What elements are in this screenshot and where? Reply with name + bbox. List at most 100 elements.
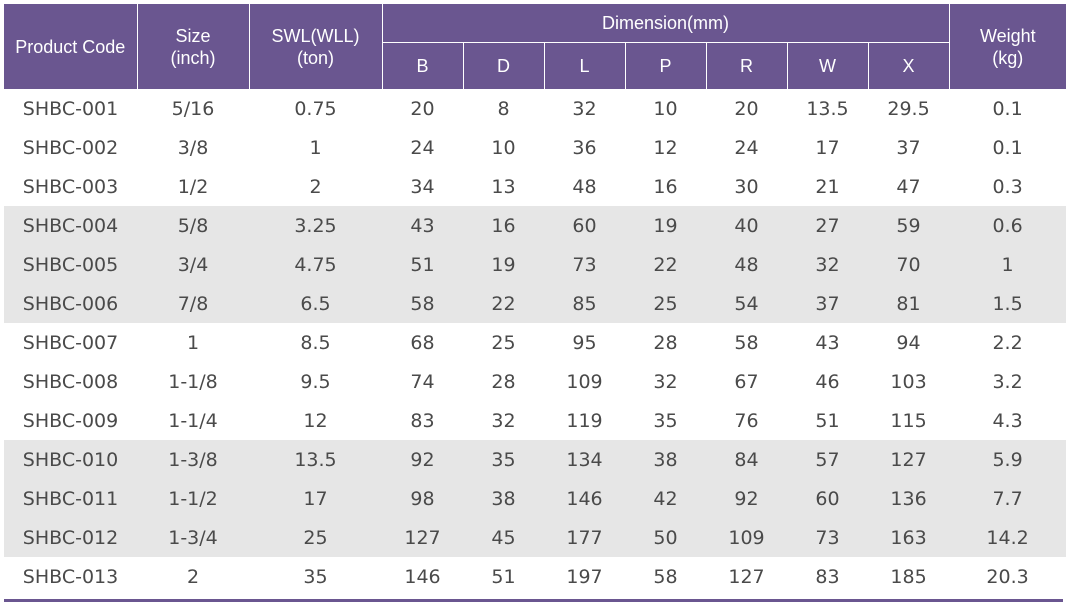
cell-dim-l: 95 — [572, 331, 597, 354]
cell-size: 2 — [186, 565, 200, 588]
table-header: Product Code Size (inch) SWL(WLL) (ton) … — [4, 4, 1066, 89]
cell-product-code: SHBC-002 — [22, 136, 119, 159]
cell-dim-x: 59 — [868, 206, 950, 245]
product-spec-table: Product Code Size (inch) SWL(WLL) (ton) … — [4, 4, 1066, 596]
cell-dim-d: 22 — [463, 284, 544, 323]
cell-dim-d: 38 — [463, 479, 544, 518]
cell-dim-w: 37 — [787, 284, 868, 323]
cell-dim-b: 74 — [410, 370, 435, 393]
cell-dim-p: 35 — [653, 409, 678, 432]
cell-dim-d: 16 — [463, 206, 544, 245]
cell-dim-l: 134 — [544, 440, 625, 479]
header-dim-w: W — [786, 42, 869, 89]
cell-weight: 0.1 — [992, 97, 1023, 120]
cell-dim-p: 19 — [625, 206, 706, 245]
cell-dim-p: 50 — [625, 518, 706, 557]
cell-swl: 25 — [249, 518, 382, 557]
table-row: SHBC-002 3/8 1 24 10 36 12 24 17 37 0.1 — [4, 128, 1066, 167]
cell-dim-p: 58 — [653, 565, 678, 588]
table-row: SHBC-009 1-1/4 12 83 32 119 35 76 51 115 4.3 — [4, 401, 1066, 440]
table-row: SHBC-003 1/2 2 34 13 48 16 30 21 47 0.3 — [4, 167, 1066, 206]
cell-dim-b: 43 — [382, 206, 463, 245]
cell-dim-w: 32 — [787, 245, 868, 284]
cell-dim-p: 32 — [653, 370, 678, 393]
cell-swl: 1 — [309, 136, 322, 159]
product-spec-table-container: Product Code Size (inch) SWL(WLL) (ton) … — [4, 4, 1066, 596]
cell-dim-x: 185 — [890, 565, 927, 588]
cell-dim-p: 38 — [625, 440, 706, 479]
cell-swl: 3.25 — [249, 206, 382, 245]
header-swl: SWL(WLL) (ton) — [248, 4, 383, 89]
cell-dim-w: 57 — [787, 440, 868, 479]
cell-product-code: SHBC-003 — [22, 175, 119, 198]
cell-dim-w: 43 — [815, 331, 840, 354]
cell-product-code: SHBC-005 — [4, 245, 137, 284]
header-product-code: Product Code — [4, 4, 138, 89]
cell-dim-p: 16 — [653, 175, 678, 198]
cell-dim-d: 45 — [463, 518, 544, 557]
cell-dim-l: 36 — [572, 136, 597, 159]
cell-product-code: SHBC-010 — [4, 440, 137, 479]
cell-weight: 0.3 — [992, 175, 1023, 198]
cell-weight: 0.1 — [992, 136, 1023, 159]
cell-dim-b: 92 — [382, 440, 463, 479]
cell-product-code: SHBC-009 — [22, 409, 119, 432]
cell-weight: 5.9 — [949, 440, 1066, 479]
cell-dim-b: 83 — [410, 409, 435, 432]
header-swl-unit: (ton) — [296, 47, 334, 68]
header-weight: Weight (kg) — [948, 4, 1066, 89]
cell-swl: 0.75 — [294, 97, 337, 120]
cell-dim-w: 73 — [787, 518, 868, 557]
cell-dim-d: 51 — [491, 565, 516, 588]
cell-dim-x: 127 — [868, 440, 950, 479]
cell-dim-r: 54 — [706, 284, 787, 323]
cell-dim-r: 58 — [734, 331, 759, 354]
cell-size: 1-1/2 — [137, 479, 249, 518]
cell-dim-r: 67 — [734, 370, 759, 393]
cell-dim-p: 10 — [653, 97, 678, 120]
cell-dim-b: 68 — [410, 331, 435, 354]
cell-weight: 3.2 — [992, 370, 1023, 393]
cell-dim-r: 24 — [734, 136, 759, 159]
cell-size: 1-1/4 — [168, 409, 218, 432]
cell-dim-l: 48 — [572, 175, 597, 198]
cell-swl: 12 — [303, 409, 328, 432]
cell-weight: 14.2 — [949, 518, 1066, 557]
cell-dim-d: 13 — [491, 175, 516, 198]
cell-dim-b: 24 — [410, 136, 435, 159]
cell-dim-l: 119 — [566, 409, 603, 432]
cell-dim-d: 28 — [491, 370, 516, 393]
table-row: SHBC-008 1-1/8 9.5 74 28 109 32 67 46 103 3.2 — [4, 362, 1066, 401]
cell-dim-w: 51 — [815, 409, 840, 432]
cell-dim-r: 40 — [706, 206, 787, 245]
cell-dim-r: 109 — [706, 518, 787, 557]
cell-dim-d: 32 — [491, 409, 516, 432]
cell-product-code: SHBC-006 — [4, 284, 137, 323]
cell-size: 1-3/4 — [137, 518, 249, 557]
cell-dim-w: 13.5 — [806, 97, 849, 120]
cell-size: 1 — [186, 331, 200, 354]
cell-swl: 35 — [303, 565, 328, 588]
cell-product-code: SHBC-001 — [22, 97, 119, 120]
cell-dim-b: 58 — [382, 284, 463, 323]
cell-swl: 8.5 — [300, 331, 331, 354]
cell-dim-x: 29.5 — [887, 97, 930, 120]
cell-dim-r: 84 — [706, 440, 787, 479]
cell-dim-b: 127 — [382, 518, 463, 557]
cell-swl: 2 — [309, 175, 322, 198]
cell-dim-x: 115 — [890, 409, 927, 432]
cell-size: 1-3/8 — [137, 440, 249, 479]
cell-dim-r: 127 — [728, 565, 765, 588]
cell-swl: 4.75 — [249, 245, 382, 284]
header-swl-label: SWL(WLL) — [271, 25, 360, 46]
cell-size: 1-1/8 — [168, 370, 218, 393]
header-dim-l: L — [543, 42, 626, 89]
cell-dim-d: 8 — [497, 97, 510, 120]
cell-dim-l: 60 — [544, 206, 625, 245]
cell-dim-r: 92 — [706, 479, 787, 518]
cell-weight: 7.7 — [949, 479, 1066, 518]
cell-swl: 9.5 — [300, 370, 331, 393]
cell-dim-w: 21 — [815, 175, 840, 198]
cell-size: 5/16 — [171, 97, 215, 120]
cell-swl: 13.5 — [249, 440, 382, 479]
